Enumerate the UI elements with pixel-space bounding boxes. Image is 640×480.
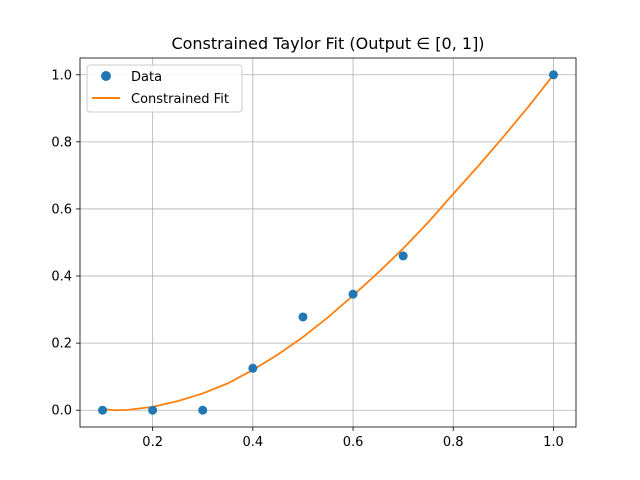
legend-label-fit: Constrained Fit	[131, 92, 229, 107]
x-tick-label: 1.0	[543, 435, 564, 450]
y-tick-label: 0.4	[51, 270, 72, 285]
data-point	[198, 405, 208, 415]
x-tick-label: 0.6	[343, 435, 364, 450]
plot-series	[98, 70, 558, 415]
x-tick-label: 0.2	[142, 435, 163, 450]
y-tick-label: 0.6	[51, 202, 72, 217]
data-point	[248, 363, 258, 373]
fit-line	[102, 74, 555, 412]
data-point	[548, 70, 558, 80]
legend-label-data: Data	[131, 70, 162, 85]
y-tick-label: 1.0	[51, 68, 72, 83]
data-point	[98, 405, 108, 415]
data-point	[148, 405, 158, 415]
axes: 0.2 0.4 0.6 0.8 1.0 0.0 0.2 0.4 0.6 0.8 1.0	[51, 57, 577, 450]
x-tick-label: 0.4	[243, 435, 264, 450]
data-point	[298, 312, 308, 322]
legend-data-marker	[101, 71, 111, 81]
plot-frame	[79, 57, 577, 428]
data-point	[348, 289, 358, 299]
data-point	[398, 251, 408, 261]
y-tick-label: 0.8	[51, 135, 72, 150]
grid	[80, 58, 576, 427]
y-tick-label: 0.2	[51, 337, 72, 352]
legend-box	[86, 64, 243, 113]
chart-title: Constrained Taylor Fit (Output ∈ [0, 1])	[171, 34, 484, 53]
legend: Data Constrained Fit	[86, 64, 243, 113]
y-tick-label: 0.0	[51, 404, 72, 419]
x-tick-label: 0.8	[443, 435, 464, 450]
